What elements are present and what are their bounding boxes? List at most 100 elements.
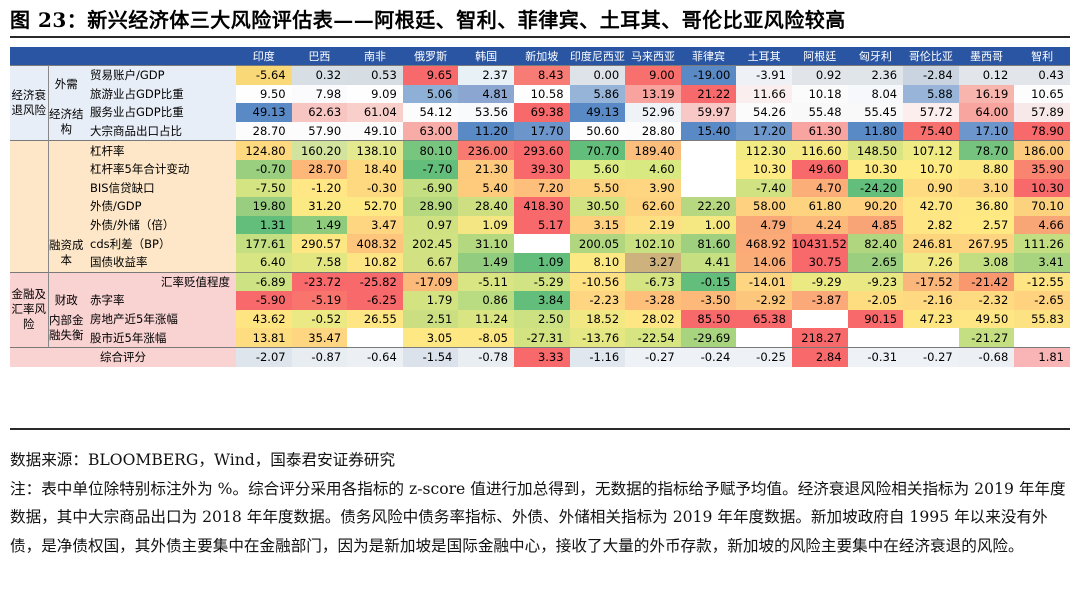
value-cell: 1.31 <box>236 215 292 235</box>
value-cell: 9.50 <box>236 84 292 104</box>
value-cell: -7.70 <box>402 159 459 179</box>
bottom-divider <box>10 428 1070 430</box>
value-cell: 30.50 <box>569 197 626 216</box>
value-cell: 10.82 <box>347 252 403 273</box>
value-cell <box>347 328 403 348</box>
value-cell: 13.19 <box>625 84 681 104</box>
value-cell: 2.65 <box>847 252 904 273</box>
value-cell: -2.65 <box>1014 291 1070 310</box>
value-cell: -29.69 <box>680 328 737 348</box>
value-cell: 3.84 <box>513 291 570 310</box>
value-cell: 26.55 <box>347 309 403 329</box>
value-cell: 290.57 <box>291 234 348 253</box>
column-header-country: 智利 <box>1014 47 1070 66</box>
column-header-country: 匈牙利 <box>847 47 904 66</box>
value-cell: 65.38 <box>736 309 792 329</box>
value-cell: 30.75 <box>791 252 848 273</box>
value-cell <box>903 328 959 348</box>
value-cell: -3.50 <box>680 291 737 310</box>
value-cell: 4.66 <box>1014 215 1070 235</box>
value-cell: 160.20 <box>291 140 348 160</box>
subgroup-label: 内部金融失衡 <box>48 309 84 348</box>
value-cell: 55.48 <box>791 103 848 122</box>
value-cell <box>847 328 904 348</box>
value-cell: -0.15 <box>680 271 737 292</box>
table-row: 杠杆率5年合计变动 -0.70 28.70 18.40 -7.70 21.30 39.30 5… <box>10 159 1070 179</box>
value-cell: 102.10 <box>625 234 681 253</box>
total-score-row: 综合评分 -2.07 -0.87 -0.64 -1.54 -0.78 3.33 -1.16 -0… <box>10 346 1070 367</box>
value-cell: 5.40 <box>458 178 514 198</box>
column-header-country: 马来西亚 <box>625 47 681 66</box>
table-row: 旅游业占GDP比重 9.50 7.98 9.09 5.06 4.81 10.58 5.86 13… <box>10 84 1070 104</box>
value-cell: 0.97 <box>402 215 459 235</box>
value-cell: 17.10 <box>958 121 1015 141</box>
total-score-cell: -0.27 <box>625 346 681 367</box>
value-cell: 53.56 <box>458 103 514 122</box>
value-cell: 36.80 <box>958 197 1015 216</box>
value-cell: -2.32 <box>958 291 1015 310</box>
table-row: BIS信贷缺口 -7.50 -1.20 -0.30 -6.90 5.40 7.20 5.50 3… <box>10 178 1070 198</box>
total-score-cell: -0.24 <box>680 346 737 367</box>
value-cell: -2.16 <box>903 291 959 310</box>
value-cell: 90.20 <box>847 197 904 216</box>
indicator-label: 房地产近5年涨幅 <box>84 309 236 329</box>
value-cell: 468.92 <box>736 234 792 253</box>
value-cell: 11.80 <box>847 121 904 141</box>
value-cell: 5.50 <box>569 178 626 198</box>
value-cell: 70.10 <box>1014 197 1070 216</box>
indicator-label: 贸易账户/GDP <box>84 64 236 85</box>
column-header-country: 新加坡 <box>513 47 570 66</box>
table-row: 金融及汇率风险 汇率贬值程度 -6.89 -23.72 -25.82 -17.09 -5.1… <box>10 271 1070 348</box>
indicator-label: 国债收益率 <box>84 252 236 273</box>
group-label: 经济衰退风险 <box>10 64 49 141</box>
value-cell: 82.40 <box>847 234 904 253</box>
value-cell: 90.15 <box>847 309 904 329</box>
value-cell: 31.10 <box>458 234 514 253</box>
value-cell: -14.01 <box>736 271 792 292</box>
indicator-label: 股市近5年涨幅 <box>84 328 236 348</box>
indicator-label: 服务业占GDP比重 <box>84 103 236 122</box>
subgroup-label: 经济结构 <box>48 103 84 141</box>
table-row: 大宗商品出口占比 28.70 57.90 49.10 63.00 11.20 17.70 50… <box>10 121 1070 141</box>
value-cell: 7.98 <box>291 84 348 104</box>
table-row: 股市近5年涨幅 13.81 35.47 3.05 -8.05 -27.31 -13.76 -2… <box>10 328 1070 348</box>
value-cell: 49.50 <box>958 309 1015 329</box>
value-cell: -17.52 <box>903 271 959 292</box>
value-cell: 4.41 <box>680 252 737 273</box>
value-cell: 57.89 <box>1014 103 1070 122</box>
total-score-cell: 1.81 <box>1014 346 1070 367</box>
value-cell: -6.73 <box>625 271 681 292</box>
value-cell: 11.20 <box>458 121 514 141</box>
value-cell: -0.70 <box>236 159 292 179</box>
value-cell: 49.60 <box>791 159 848 179</box>
value-cell: 4.24 <box>791 215 848 235</box>
value-cell: 62.63 <box>291 103 348 122</box>
value-cell: 3.27 <box>625 252 681 273</box>
value-cell: 10.30 <box>1014 178 1070 198</box>
value-cell: 9.00 <box>625 64 681 85</box>
column-header-country: 哥伦比亚 <box>903 47 959 66</box>
figure-title: 图 23：新兴经济体三大风险评估表——阿根廷、智利、菲律宾、土耳其、哥伦比亚风险… <box>10 8 846 32</box>
value-cell: 6.67 <box>402 252 459 273</box>
value-cell: 28.70 <box>291 159 348 179</box>
value-cell: 81.60 <box>680 234 737 253</box>
indicator-label: 大宗商品出口占比 <box>84 121 236 141</box>
value-cell: 31.20 <box>291 197 348 216</box>
subgroup-label: 融资成本 <box>48 234 84 273</box>
total-score-cell: 3.33 <box>513 346 570 367</box>
value-cell: 17.70 <box>513 121 570 141</box>
value-cell: 75.40 <box>903 121 959 141</box>
column-header-country: 土耳其 <box>736 47 792 66</box>
value-cell: 55.83 <box>1014 309 1070 329</box>
risk-table-container: 印度 巴西 南非 俄罗斯 韩国 新加坡 印度尼西亚 马来西亚 菲律宾 土耳其 阿根廷 匈牙利 哥伦比亚墨… <box>10 47 1070 425</box>
value-cell: 8.04 <box>847 84 904 104</box>
value-cell: 78.90 <box>1014 121 1070 141</box>
value-cell: 186.00 <box>1014 140 1070 160</box>
value-cell: -6.90 <box>402 178 459 198</box>
value-cell: -19.00 <box>680 64 737 85</box>
value-cell: 61.30 <box>791 121 848 141</box>
column-header-country: 阿根廷 <box>791 47 848 66</box>
value-cell: -23.72 <box>291 271 348 292</box>
value-cell: 4.85 <box>847 215 904 235</box>
group-label: 金融及汇率风险 <box>10 271 49 348</box>
